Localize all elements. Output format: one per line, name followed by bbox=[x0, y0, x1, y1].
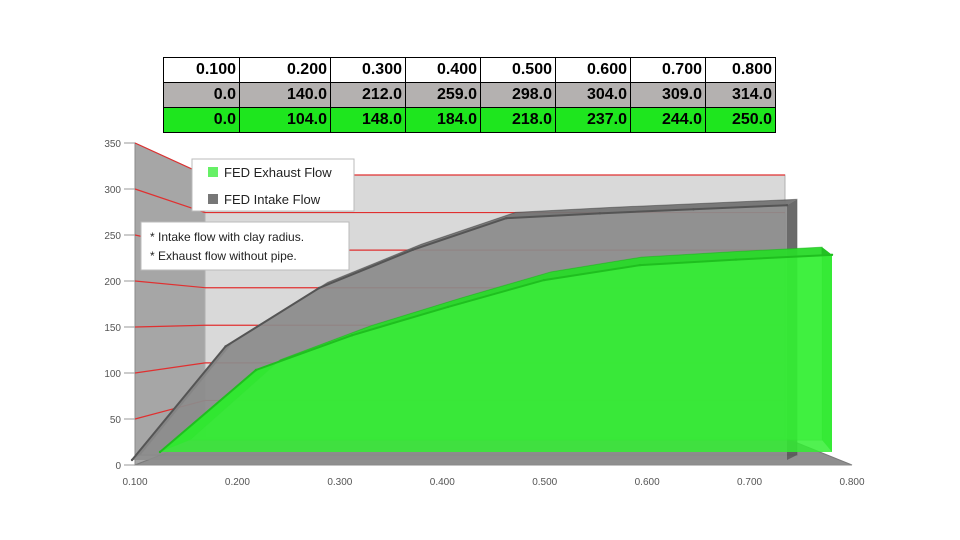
table-cell: 0.100 bbox=[163, 57, 240, 83]
gridline-side bbox=[134, 324, 206, 328]
data-point bbox=[317, 286, 321, 290]
table-cell: 314.0 bbox=[705, 82, 776, 108]
series-line bbox=[131, 204, 788, 461]
x-axis: 0.100 0.200 0.300 0.400 0.500 0.600 0.700 0.800 bbox=[122, 477, 864, 488]
legend-label-exhaust: FED Exhaust Flow bbox=[224, 165, 332, 180]
note-line: * Exhaust flow without pipe. bbox=[150, 249, 297, 263]
gridline-side bbox=[134, 362, 206, 374]
x-tick-label: 0.200 bbox=[225, 477, 250, 488]
table-cell: 212.0 bbox=[330, 82, 406, 108]
x-tick-label: 0.700 bbox=[737, 477, 762, 488]
table-cell: 244.0 bbox=[630, 107, 706, 133]
data-table: 0.100 0.200 0.300 0.400 0.500 0.600 0.700 0.800… bbox=[163, 57, 776, 133]
table-cell: 309.0 bbox=[630, 82, 706, 108]
data-point bbox=[830, 253, 834, 257]
legend: FED Exhaust Flow FED Intake Flow bbox=[191, 158, 355, 212]
table-cell: 0.500 bbox=[480, 57, 556, 83]
y-tick-label: 100 bbox=[104, 369, 121, 380]
y-tick-label: 250 bbox=[104, 231, 121, 242]
legend-label-intake: FED Intake Flow bbox=[224, 192, 321, 207]
data-point bbox=[254, 368, 258, 372]
series-front-face bbox=[160, 254, 832, 452]
data-point bbox=[224, 345, 227, 348]
y-tick-label: 200 bbox=[104, 277, 121, 288]
y-axis: 0 50 100 150 200 250 300 350 bbox=[104, 139, 135, 472]
x-tick-label: 0.100 bbox=[122, 477, 147, 488]
table-cell: 184.0 bbox=[405, 107, 481, 133]
table-cell: 218.0 bbox=[480, 107, 556, 133]
table-cell: 0.600 bbox=[555, 57, 631, 83]
series-line bbox=[159, 253, 833, 453]
legend-swatch-exhaust bbox=[208, 167, 218, 177]
x-tick-label: 0.600 bbox=[635, 477, 660, 488]
data-point bbox=[638, 263, 642, 267]
gridline-side bbox=[134, 280, 206, 289]
table-cell: 0.700 bbox=[630, 57, 706, 83]
y-tick-label: 150 bbox=[104, 323, 121, 334]
notes-background bbox=[140, 221, 350, 271]
legend-box bbox=[191, 158, 355, 212]
y-tick-label: 350 bbox=[104, 139, 121, 150]
data-point bbox=[158, 450, 162, 454]
table-cell: 304.0 bbox=[555, 82, 631, 108]
note-line: * Intake flow with clay radius. bbox=[150, 230, 304, 244]
data-point bbox=[411, 248, 414, 252]
data-point bbox=[542, 278, 546, 282]
table-cell: 148.0 bbox=[330, 107, 406, 133]
data-point bbox=[734, 258, 738, 261]
legend-swatch-intake bbox=[208, 194, 218, 204]
x-tick-label: 0.800 bbox=[839, 477, 864, 488]
table-row-intake-flow: 0.0 140.0 212.0 259.0 298.0 304.0 309.0 314.0 bbox=[163, 82, 776, 108]
y-tick-label: 0 bbox=[115, 461, 121, 472]
data-point bbox=[785, 204, 789, 207]
data-point bbox=[446, 305, 450, 309]
y-tick-label: 300 bbox=[104, 185, 121, 196]
data-point bbox=[692, 208, 695, 211]
table-cell: 250.0 bbox=[705, 107, 776, 133]
table-cell: 0.800 bbox=[705, 57, 776, 83]
series-exhaust bbox=[158, 246, 834, 454]
data-point bbox=[130, 458, 134, 462]
data-point bbox=[598, 212, 602, 215]
table-cell: 140.0 bbox=[239, 82, 331, 108]
table-cell: 298.0 bbox=[480, 82, 556, 108]
x-tick-label: 0.500 bbox=[532, 477, 557, 488]
x-tick-label: 0.300 bbox=[327, 477, 352, 488]
table-cell: 104.0 bbox=[239, 107, 331, 133]
table-cell: 0.0 bbox=[163, 107, 240, 133]
data-point bbox=[505, 216, 508, 220]
y-tick-label: 50 bbox=[110, 415, 122, 426]
table-cell: 0.0 bbox=[163, 82, 240, 108]
data-point bbox=[350, 334, 354, 337]
table-row-x-values: 0.100 0.200 0.300 0.400 0.500 0.600 0.700 0.800 bbox=[163, 57, 776, 83]
notes-box: * Intake flow with clay radius. * Exhaust… bbox=[140, 221, 350, 271]
table-cell: 237.0 bbox=[555, 107, 631, 133]
x-tick-label: 0.400 bbox=[430, 477, 455, 488]
table-row-exhaust-flow: 0.0 104.0 148.0 184.0 218.0 237.0 244.0 250.0 bbox=[163, 107, 776, 133]
